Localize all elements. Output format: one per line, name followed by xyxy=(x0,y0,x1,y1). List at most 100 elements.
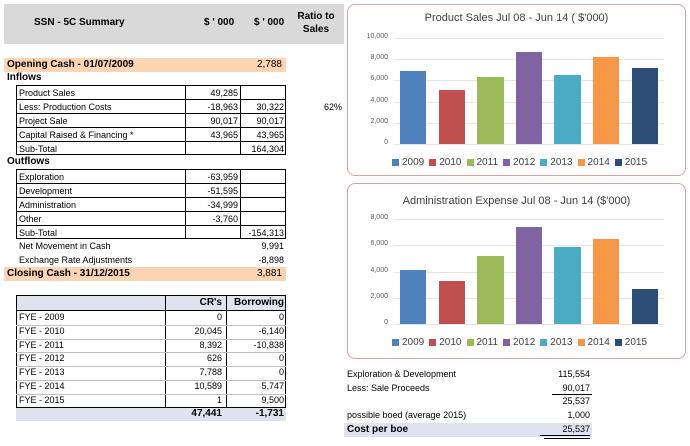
y-tick-label: 4,000 xyxy=(370,266,388,274)
legend-swatch xyxy=(392,339,399,346)
inflow-value-1: -18,963 xyxy=(207,102,238,112)
legend-item-2009: 2009 xyxy=(392,157,424,168)
fye-label: FYE - 2012 xyxy=(19,353,65,364)
boe-value: 1,000 xyxy=(567,409,590,420)
row-divider xyxy=(16,99,286,100)
fye-borrowing-value: 0 xyxy=(278,312,284,322)
row-divider xyxy=(16,338,286,340)
inflow-ratio xyxy=(300,128,342,142)
outflow-value-2 xyxy=(241,198,284,212)
fye-cr-value: 1 xyxy=(216,394,222,405)
closing-cash-row xyxy=(4,267,286,281)
fye-label: FYE - 2009 xyxy=(19,312,65,322)
inflow-value-2: 90,017 xyxy=(256,116,284,126)
fye-cr-value: 10,589 xyxy=(194,381,222,391)
outflow-value-2 xyxy=(241,212,284,226)
boe-label: possible boed (average 2015) xyxy=(347,409,467,420)
legend-label: 2011 xyxy=(476,157,499,168)
legend-item-2012: 2012 xyxy=(503,157,535,168)
y-tick-label: 6,000 xyxy=(370,240,388,248)
bar-2009 xyxy=(400,270,427,324)
legend-label: 2010 xyxy=(439,337,462,348)
inflow-ratio: 62% xyxy=(323,102,342,112)
fye-cr-value: 20,045 xyxy=(194,325,222,336)
fye-table xyxy=(16,295,286,408)
product-sales-chart: Product Sales Jul 08 - Jun 14 ( $'000) 1… xyxy=(347,4,686,176)
inflow-value-2: 30,322 xyxy=(256,102,284,112)
inflows-box xyxy=(16,85,286,155)
legend-swatch xyxy=(577,159,585,166)
legend-label: 2015 xyxy=(624,337,648,348)
fye-cr-value: 8,392 xyxy=(199,339,222,350)
fye-borrowing-value: -10,838 xyxy=(253,339,284,350)
inflow-label: Less: Production Costs xyxy=(19,102,112,112)
fye-borrowing-value: 5,747 xyxy=(261,381,284,391)
bar-2010 xyxy=(438,90,465,144)
inflow-label: Project Sale xyxy=(19,116,68,126)
fye-header-bg xyxy=(16,295,286,310)
outflow-value-1 xyxy=(186,226,238,240)
bar-2011 xyxy=(477,256,504,324)
legend-swatch xyxy=(466,339,474,346)
row-divider xyxy=(16,141,286,142)
gridline xyxy=(394,144,664,145)
net-movement-value: 9,991 xyxy=(261,241,284,251)
y-tick-label: 6,000 xyxy=(370,75,388,83)
bar-2009 xyxy=(400,70,427,144)
legend-label: 2014 xyxy=(587,157,610,168)
fye-label: FYE - 2015 xyxy=(19,394,65,405)
outflow-label: Administration xyxy=(19,200,77,210)
legend-swatch xyxy=(577,339,585,346)
legend-label: 2013 xyxy=(550,157,573,168)
inflow-ratio xyxy=(300,86,342,100)
boe-value: 115,554 xyxy=(558,369,590,379)
bar-2015 xyxy=(631,68,658,144)
legend-swatch xyxy=(614,339,622,346)
chart-title: Administration Expense Jul 08 - Jun 14 (… xyxy=(402,195,631,207)
boe-label: Less: Sale Proceeds xyxy=(347,382,430,393)
boe-label: Exploration & Development xyxy=(347,369,457,379)
legend-item-2010: 2010 xyxy=(429,157,462,168)
legend-swatch xyxy=(540,159,548,166)
summary-title: SSN - 5C Summary xyxy=(34,17,125,28)
inflow-label: Product Sales xyxy=(19,88,76,98)
inflow-ratio xyxy=(300,142,342,156)
fye-label: FYE - 2013 xyxy=(19,367,65,378)
inflow-label: Capital Raised & Financing * xyxy=(19,130,134,140)
outflow-value-1: -3,760 xyxy=(212,214,238,224)
fye-borrowing-value: -6,140 xyxy=(258,325,284,336)
outflow-value-2 xyxy=(241,170,284,184)
legend-item-2013: 2013 xyxy=(540,337,573,348)
legend-label: 2009 xyxy=(402,157,425,168)
net-movement-label: Net Movement in Cash xyxy=(19,241,111,251)
legend-label: 2011 xyxy=(476,337,499,348)
row-divider xyxy=(16,324,286,326)
gridline xyxy=(394,219,664,220)
outflow-label: Sub-Total xyxy=(19,228,58,238)
y-tick-label: 2,000 xyxy=(370,292,388,300)
bar-2013 xyxy=(554,246,581,324)
legend-label: 2015 xyxy=(624,157,648,168)
fye-borrowing-value: 0 xyxy=(278,367,284,378)
row-divider xyxy=(16,197,286,198)
outflow-label: Other xyxy=(19,214,42,224)
gridline xyxy=(394,324,664,325)
inflow-label: Sub-Total xyxy=(19,144,58,154)
fye-label: FYE - 2010 xyxy=(19,325,65,336)
col-header-1: $ ' 000 xyxy=(204,17,235,28)
legend-swatch xyxy=(503,339,511,346)
y-tick-label: 8,000 xyxy=(370,54,388,62)
bar-2010 xyxy=(438,281,465,324)
col-header-2: $ ' 000 xyxy=(254,17,285,28)
row-divider xyxy=(16,183,286,184)
y-tick-label: 2,000 xyxy=(370,117,388,125)
bar-2014 xyxy=(593,239,620,324)
fx-label: Exchange Rate Adjustments xyxy=(19,255,133,265)
fye-borrowing-value: 9,500 xyxy=(261,394,284,405)
col-header-3: Ratio to Sales xyxy=(297,11,335,35)
bar-2011 xyxy=(477,76,504,144)
fye-total-cr: 47,441 xyxy=(191,408,222,419)
legend-label: 2012 xyxy=(513,337,536,348)
row-divider xyxy=(16,225,286,226)
legend-label: 2012 xyxy=(513,157,536,168)
